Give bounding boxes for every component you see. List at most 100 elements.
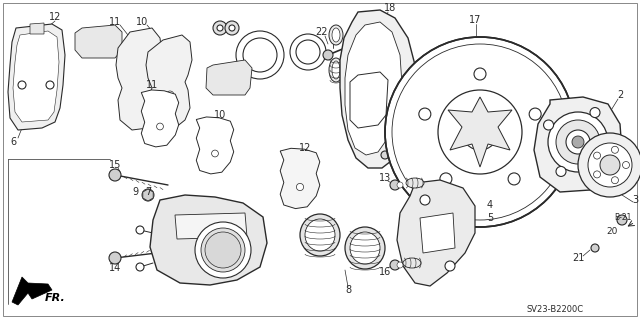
Circle shape (195, 222, 251, 278)
Ellipse shape (305, 219, 335, 251)
Circle shape (556, 167, 566, 176)
Circle shape (617, 215, 627, 225)
Circle shape (420, 195, 430, 205)
Text: FR.: FR. (45, 293, 65, 303)
Ellipse shape (332, 28, 340, 42)
Circle shape (556, 120, 600, 164)
Polygon shape (350, 72, 388, 128)
Circle shape (572, 136, 584, 148)
Text: SV23-B2200C: SV23-B2200C (527, 306, 584, 315)
Ellipse shape (406, 178, 424, 188)
Text: 13: 13 (379, 173, 391, 183)
Circle shape (590, 108, 600, 118)
Bar (380, 158, 490, 306)
Circle shape (390, 260, 400, 270)
Circle shape (440, 173, 452, 185)
Circle shape (205, 232, 241, 268)
Circle shape (508, 173, 520, 185)
Polygon shape (12, 277, 52, 305)
Circle shape (201, 228, 245, 272)
Text: 15: 15 (109, 160, 121, 170)
Text: 20: 20 (606, 227, 618, 236)
Text: 11: 11 (146, 80, 158, 90)
Circle shape (588, 143, 632, 187)
Polygon shape (30, 23, 44, 34)
Text: 18: 18 (384, 3, 396, 13)
Circle shape (578, 133, 640, 197)
Text: 17: 17 (469, 15, 481, 25)
Circle shape (109, 252, 121, 264)
Ellipse shape (403, 258, 421, 268)
Text: 3: 3 (632, 195, 638, 205)
Circle shape (611, 177, 618, 184)
Circle shape (591, 244, 599, 252)
Circle shape (381, 151, 389, 159)
Polygon shape (397, 180, 475, 286)
Bar (110, 158, 380, 298)
Text: 16: 16 (379, 267, 391, 277)
Ellipse shape (329, 58, 343, 82)
Bar (205, 14, 343, 124)
Polygon shape (143, 189, 153, 201)
Circle shape (217, 25, 223, 31)
Text: 7: 7 (145, 187, 151, 197)
Polygon shape (175, 213, 247, 239)
Circle shape (543, 120, 554, 130)
Polygon shape (340, 10, 415, 168)
Text: 5: 5 (487, 213, 493, 223)
Circle shape (166, 91, 174, 99)
Ellipse shape (329, 25, 343, 45)
Circle shape (593, 171, 600, 178)
Circle shape (236, 31, 284, 79)
Polygon shape (13, 31, 59, 122)
Circle shape (136, 263, 144, 271)
Polygon shape (206, 60, 252, 95)
Circle shape (296, 183, 303, 190)
Circle shape (397, 182, 403, 188)
Polygon shape (448, 97, 512, 167)
Ellipse shape (345, 227, 385, 269)
Ellipse shape (350, 232, 380, 264)
Polygon shape (146, 35, 192, 128)
Circle shape (390, 180, 400, 190)
Circle shape (109, 169, 121, 181)
Polygon shape (8, 24, 65, 130)
Circle shape (438, 90, 522, 174)
Circle shape (157, 123, 163, 130)
Text: 9: 9 (132, 187, 138, 197)
Circle shape (529, 108, 541, 120)
Polygon shape (345, 22, 402, 155)
Text: 12: 12 (299, 143, 311, 153)
Circle shape (46, 81, 54, 89)
Circle shape (392, 44, 568, 220)
Circle shape (385, 37, 575, 227)
Circle shape (142, 189, 154, 201)
Circle shape (445, 261, 455, 271)
Text: 21: 21 (572, 253, 584, 263)
Circle shape (566, 130, 590, 154)
Text: 11: 11 (109, 17, 121, 27)
Text: 10: 10 (214, 110, 226, 120)
Polygon shape (150, 195, 267, 285)
Circle shape (136, 226, 144, 234)
Circle shape (548, 112, 608, 172)
Text: 23: 23 (412, 115, 424, 125)
Circle shape (600, 155, 620, 175)
Circle shape (225, 21, 239, 35)
Circle shape (212, 150, 218, 157)
Text: 10: 10 (136, 17, 148, 27)
Circle shape (419, 108, 431, 120)
Circle shape (323, 50, 333, 60)
Text: 22: 22 (316, 27, 328, 37)
Circle shape (602, 154, 612, 164)
Circle shape (243, 38, 277, 72)
Text: 1: 1 (347, 85, 353, 95)
Polygon shape (420, 213, 455, 253)
Circle shape (213, 21, 227, 35)
Text: 4: 4 (487, 200, 493, 210)
Polygon shape (116, 28, 162, 130)
Polygon shape (196, 117, 234, 174)
Ellipse shape (332, 61, 340, 79)
Bar (8, 14, 206, 159)
Circle shape (229, 25, 235, 31)
